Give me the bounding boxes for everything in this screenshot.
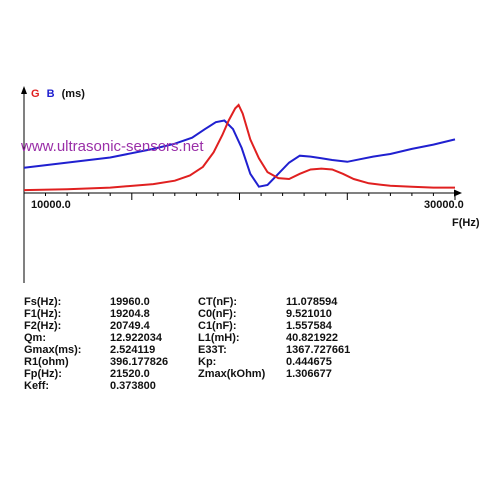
x-tick-label-right: 30000.0 <box>424 199 464 211</box>
param-value: 9.521010 <box>286 308 332 320</box>
param-label: CT(nF): <box>198 296 238 308</box>
param-value: 21520.0 <box>110 368 150 380</box>
x-axis-label: F(Hz) <box>452 217 480 229</box>
param-value: 20749.4 <box>110 320 150 332</box>
svg-text:G B (ms): G B (ms) <box>31 88 85 100</box>
param-value: 1367.727661 <box>286 344 351 356</box>
watermark: www.ultrasonic-sensors.net <box>20 138 204 155</box>
x-tick-label-left: 10000.0 <box>31 199 71 211</box>
param-label: R1(ohm) <box>24 356 69 368</box>
param-label: E33T: <box>198 344 227 356</box>
param-value: 11.078594 <box>286 296 338 308</box>
param-label: F1(Hz): <box>24 308 62 320</box>
param-value: 396.177826 <box>110 356 169 368</box>
impedance-chart: G B (ms) 10000.0 30000.0 F(Hz) www.ultra… <box>20 86 480 283</box>
legend-b: B <box>47 88 55 100</box>
param-label: C0(nF): <box>198 308 237 320</box>
param-label: Gmax(ms): <box>24 344 82 356</box>
param-value: 19960.0 <box>110 296 150 308</box>
x-axis-arrow-icon <box>454 189 462 197</box>
param-value: 2.524119 <box>110 344 156 356</box>
legend-g: G <box>31 88 40 100</box>
param-label: C1(nF): <box>198 320 237 332</box>
param-label: Kp: <box>198 356 217 368</box>
param-label: F2(Hz): <box>24 320 62 332</box>
param-value: 19204.8 <box>110 308 150 320</box>
param-value: 0.373800 <box>110 380 156 392</box>
param-label: Keff: <box>24 380 50 392</box>
legend-unit: (ms) <box>62 88 86 100</box>
y-axis-arrow-icon <box>21 86 27 94</box>
param-label: L1(mH): <box>198 332 240 344</box>
series-line-blue <box>23 119 456 188</box>
param-value: 40.821922 <box>286 332 338 344</box>
x-ticks <box>45 193 456 200</box>
param-value: 12.922034 <box>110 332 162 344</box>
param-label: Fs(Hz): <box>24 296 62 308</box>
series-line-red <box>23 103 455 192</box>
param-label: Qm: <box>24 332 46 344</box>
param-label: Fp(Hz): <box>24 368 62 380</box>
param-label: Zmax(kOhm) <box>198 368 266 380</box>
param-value: 1.306677 <box>286 368 332 380</box>
param-value: 0.444675 <box>286 356 332 368</box>
param-value: 1.557584 <box>286 320 332 332</box>
